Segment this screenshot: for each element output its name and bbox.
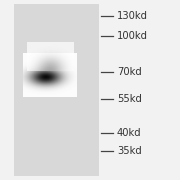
Text: 40kd: 40kd [117,128,142,138]
Bar [14,4,99,176]
Text: 130kd: 130kd [117,11,148,21]
Text: 100kd: 100kd [117,31,148,41]
Text: 35kd: 35kd [117,146,142,156]
Text: 70kd: 70kd [117,67,142,77]
Text: 55kd: 55kd [117,94,142,104]
